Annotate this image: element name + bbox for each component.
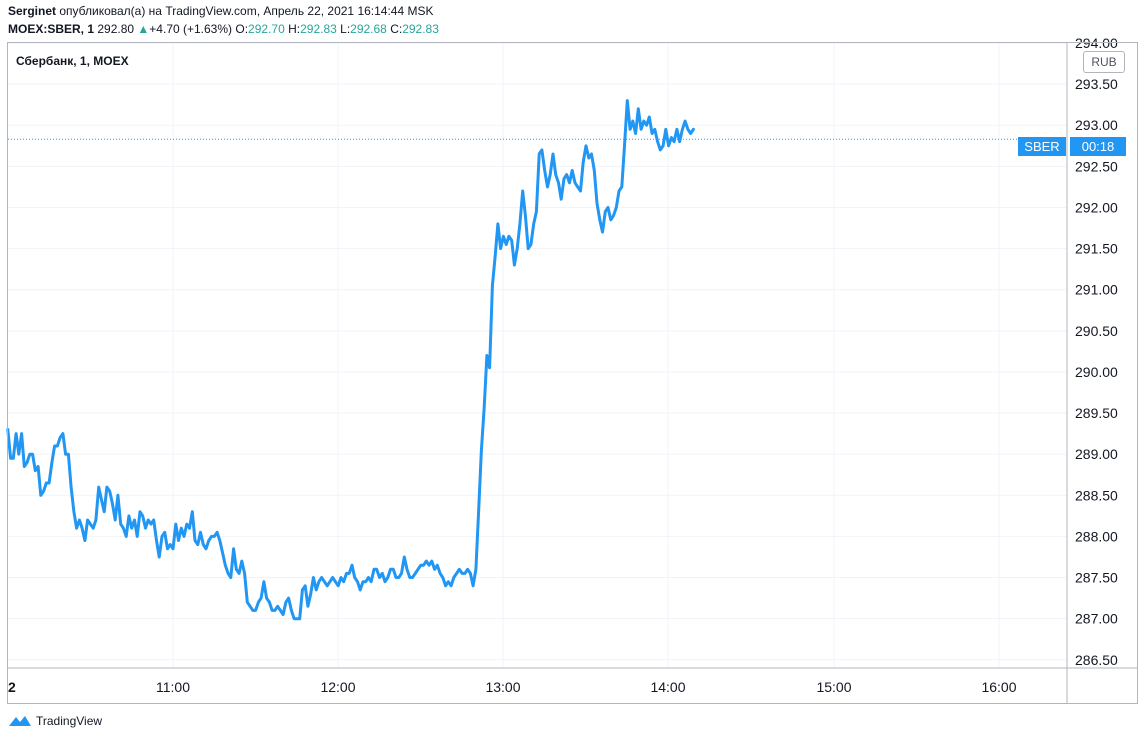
y-tick-label: 292.50 bbox=[1075, 158, 1118, 174]
author-name[interactable]: Serginet bbox=[8, 4, 57, 18]
close-label: C: bbox=[390, 22, 403, 36]
y-tick-label: 288.00 bbox=[1075, 528, 1118, 544]
price-change: +4.70 (+1.63%) bbox=[149, 22, 233, 36]
series-line-sber bbox=[6, 99, 695, 621]
high-value: 292.83 bbox=[300, 22, 337, 36]
high-label: H: bbox=[288, 22, 301, 36]
y-tick-label: 287.00 bbox=[1075, 611, 1118, 627]
bar-countdown-label: 00:18 bbox=[1070, 137, 1126, 156]
footer: TradingView bbox=[8, 714, 102, 728]
y-tick-label: 291.50 bbox=[1075, 241, 1118, 257]
ohlc-header: MOEX:SBER, 1 292.80 ▲+4.70 (+1.63%) O:29… bbox=[8, 22, 439, 36]
y-tick-label: 291.00 bbox=[1075, 282, 1118, 298]
y-tick-label: 286.50 bbox=[1075, 652, 1118, 668]
y-tick-label: 290.00 bbox=[1075, 364, 1118, 380]
low-value: 292.68 bbox=[350, 22, 387, 36]
x-tick-label: 13:00 bbox=[485, 679, 520, 695]
chart-frame bbox=[7, 42, 1138, 704]
open-value: 292.70 bbox=[248, 22, 285, 36]
last-symbol-label: SBER bbox=[1018, 137, 1066, 156]
y-tick-label: 293.00 bbox=[1075, 117, 1118, 133]
low-label: L: bbox=[340, 22, 351, 36]
x-tick-label: 16:00 bbox=[981, 679, 1016, 695]
up-triangle-icon: ▲ bbox=[137, 22, 150, 36]
x-tick-label: 2 bbox=[8, 679, 16, 695]
y-tick-label: 289.50 bbox=[1075, 405, 1118, 421]
y-tick-label: 289.00 bbox=[1075, 446, 1118, 462]
tradingview-logo-icon bbox=[9, 716, 31, 726]
y-tick-label: 287.50 bbox=[1075, 570, 1118, 586]
chart-header-author: Serginet опубликовал(а) на TradingView.c… bbox=[8, 4, 434, 18]
last-price: 292.80 bbox=[97, 22, 135, 36]
x-tick-label: 12:00 bbox=[320, 679, 355, 695]
published-text: опубликовал(а) на TradingView.com, Апрел… bbox=[59, 4, 434, 18]
y-tick-label: 290.50 bbox=[1075, 323, 1118, 339]
footer-brand[interactable]: TradingView bbox=[36, 714, 103, 728]
y-tick-label: 293.50 bbox=[1075, 76, 1118, 92]
y-tick-label: 292.00 bbox=[1075, 199, 1118, 215]
y-tick-label: 288.50 bbox=[1075, 487, 1118, 503]
x-tick-label: 11:00 bbox=[156, 679, 190, 695]
x-tick-label: 14:00 bbox=[650, 679, 685, 695]
symbol-label: MOEX:SBER, 1 bbox=[8, 22, 95, 36]
open-label: O: bbox=[235, 22, 249, 36]
currency-button[interactable]: RUB bbox=[1083, 51, 1125, 73]
series-legend: Сбербанк, 1, MOEX bbox=[16, 54, 129, 68]
x-tick-label: 15:00 bbox=[816, 679, 851, 695]
close-value: 292.83 bbox=[402, 22, 439, 36]
y-tick-label: 294.00 bbox=[1075, 35, 1118, 51]
